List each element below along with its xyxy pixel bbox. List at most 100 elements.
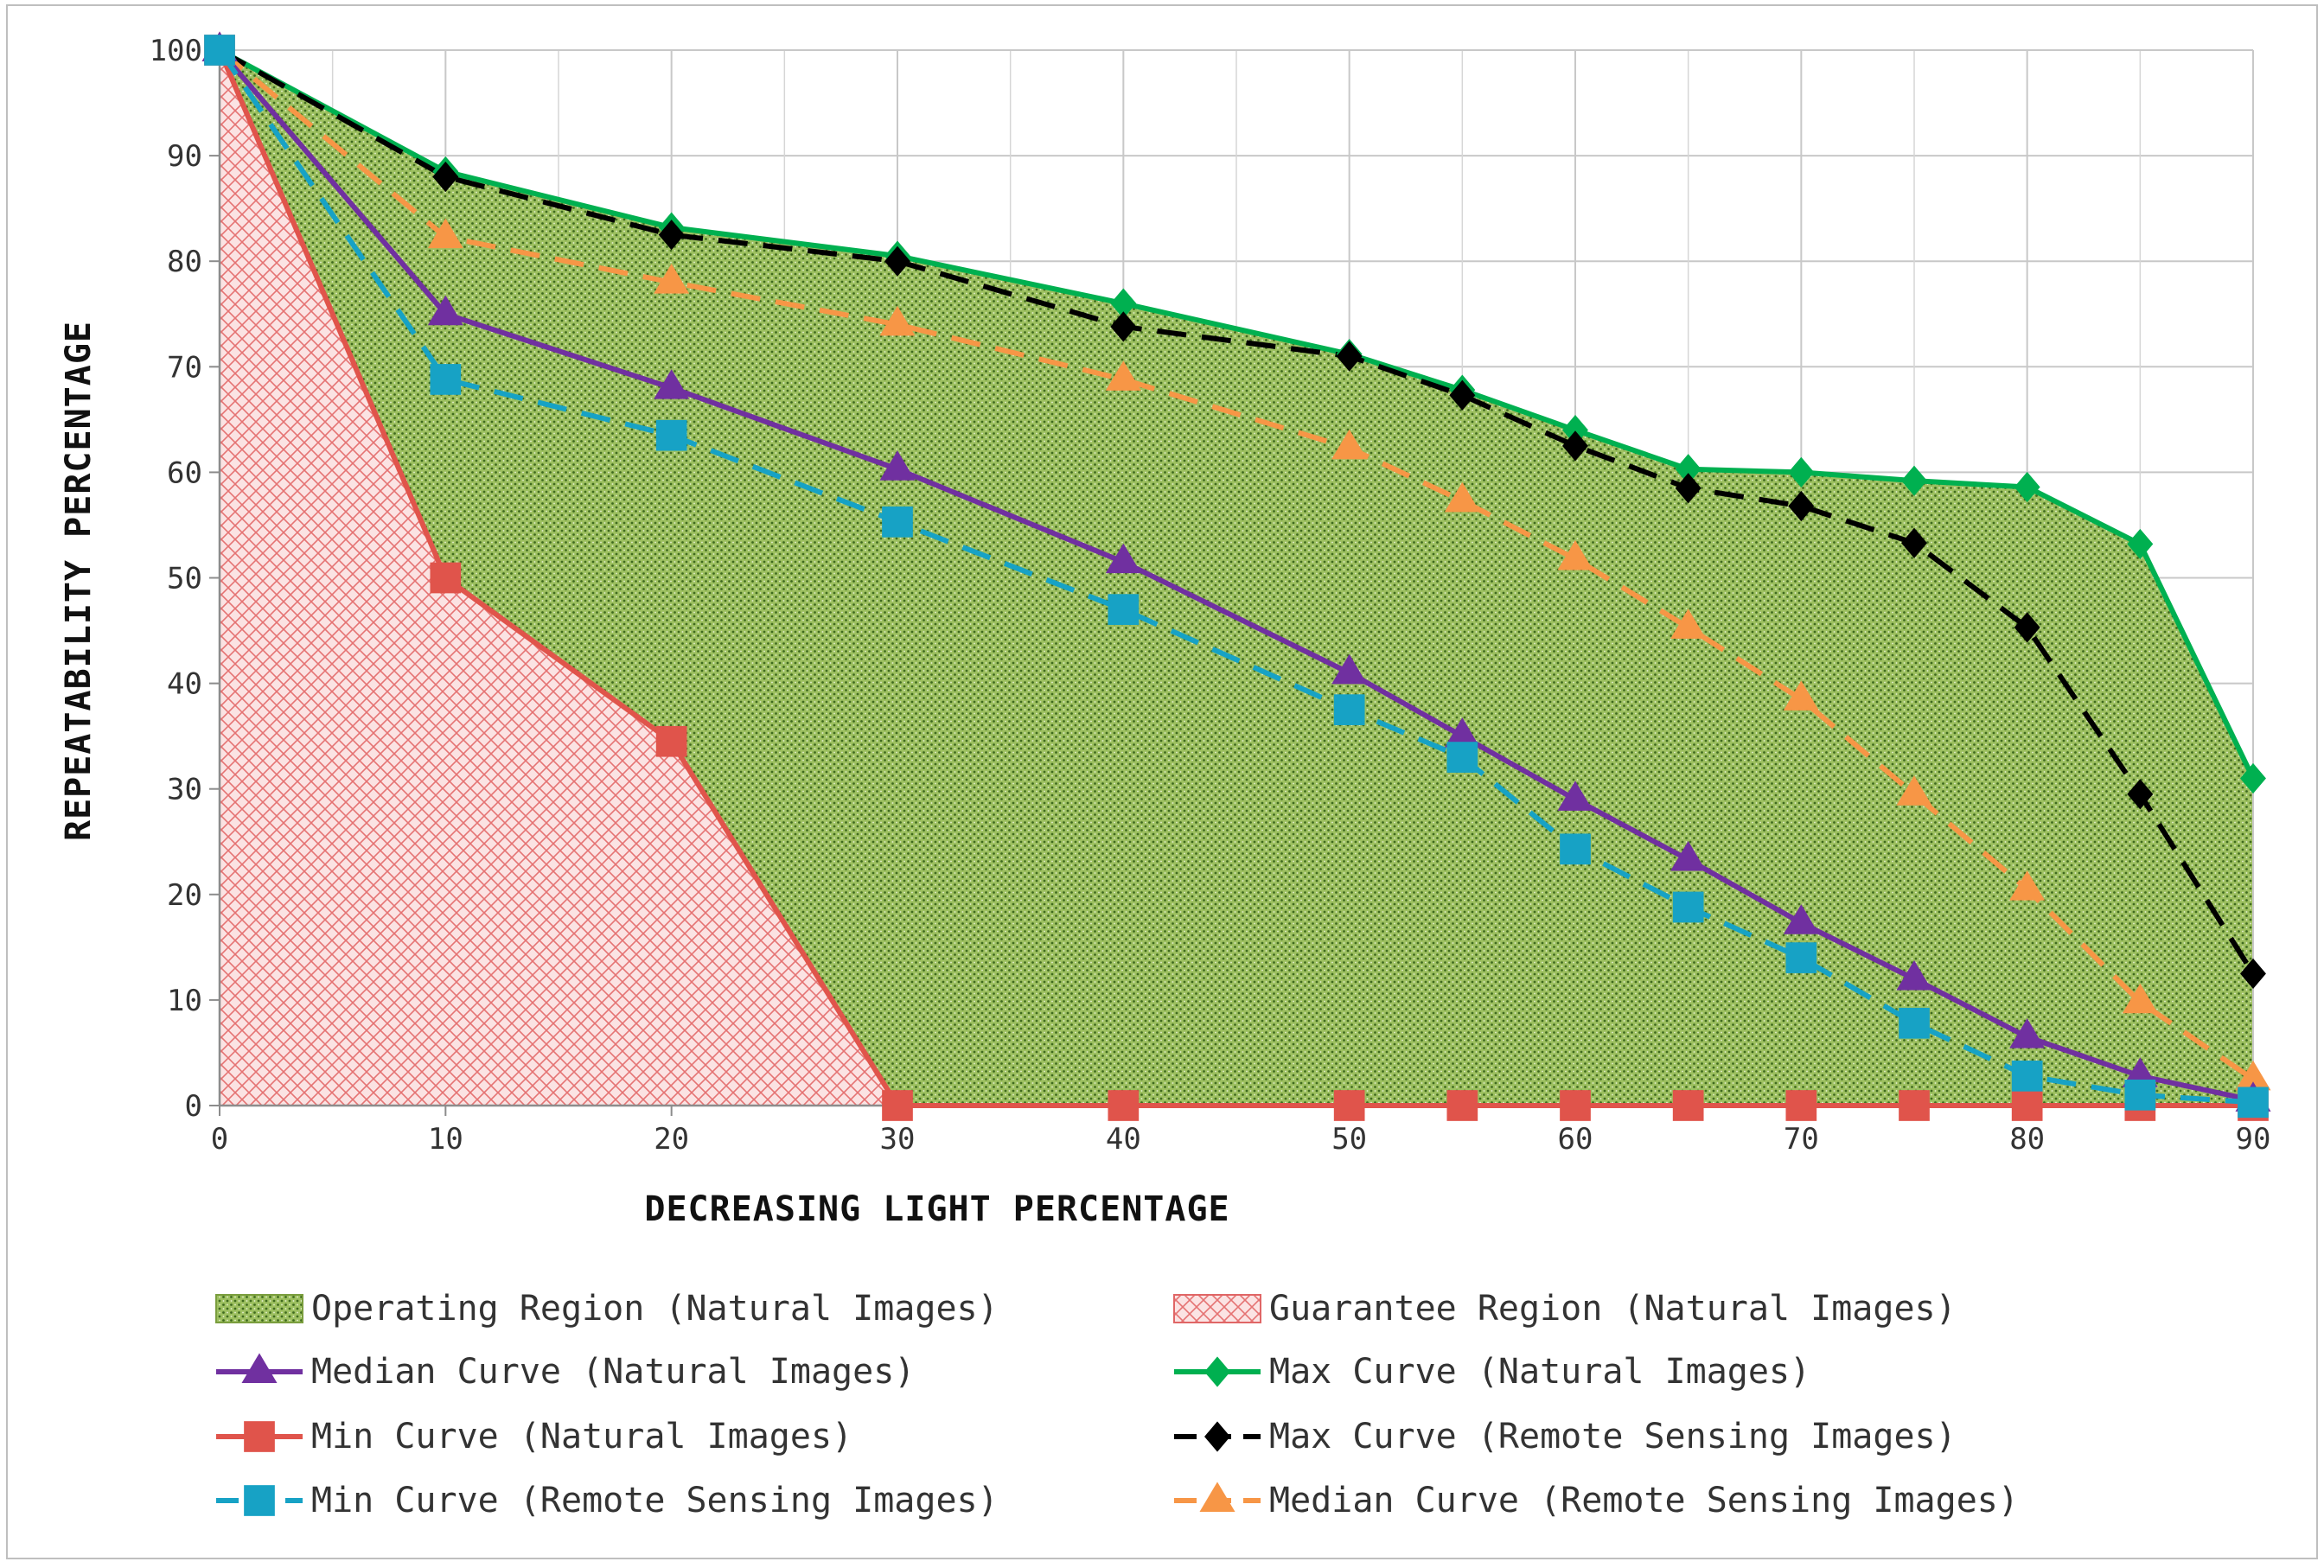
x-tick-label-0: 0 bbox=[211, 1122, 228, 1157]
series-5-point-13 bbox=[2235, 1060, 2271, 1091]
series-3-point-1 bbox=[432, 161, 459, 193]
legend-label-5: Max Curve (Remote Sensing Images) bbox=[1269, 1417, 1957, 1456]
series-5-point-7 bbox=[1557, 539, 1593, 570]
series-5-point-2 bbox=[654, 264, 690, 294]
legend-marker-6 bbox=[244, 1485, 275, 1516]
legend: Operating Region (Natural Images) Guarant… bbox=[215, 1289, 2019, 1520]
y-tick-label-4: 40 bbox=[167, 667, 202, 702]
series-line-5 bbox=[218, 48, 2255, 1081]
series-4-point-0 bbox=[204, 35, 235, 66]
series-5-point-10 bbox=[1896, 775, 1932, 806]
legend-swatch-0 bbox=[215, 1294, 303, 1323]
y-tick-label-9: 90 bbox=[167, 139, 202, 174]
guarantee-region bbox=[220, 50, 2253, 1106]
legend-label-6: Min Curve (Remote Sensing Images) bbox=[311, 1481, 999, 1520]
x-axis-title: DECREASING LIGHT PERCENTAGE bbox=[644, 1189, 1229, 1229]
series-0-point-4 bbox=[1105, 543, 1141, 574]
tick-labels: 0 10 20 30 40 50 60 70 80 90 0 10 20 30 40 50 60 70 80 90 10… bbox=[150, 34, 2271, 1157]
series-4-point-10 bbox=[1899, 1007, 1930, 1039]
series-3-point-8 bbox=[1675, 473, 1702, 504]
series-2-point-4 bbox=[1108, 1090, 1140, 1121]
legend-label-7: Median Curve (Remote Sensing Images) bbox=[1269, 1481, 2019, 1520]
series-1-point-7 bbox=[1562, 414, 1588, 446]
series-1-point-9 bbox=[1788, 456, 1815, 488]
series-3-point-13 bbox=[2240, 958, 2266, 989]
series-3-point-2 bbox=[658, 220, 685, 251]
series-3-point-6 bbox=[1449, 379, 1476, 411]
series-line-1 bbox=[218, 48, 2256, 780]
x-tick-label-8: 80 bbox=[2009, 1122, 2045, 1157]
series-2-point-10 bbox=[1899, 1090, 1930, 1121]
series-5-point-8 bbox=[1670, 609, 1707, 639]
series-5-point-11 bbox=[2009, 870, 2046, 901]
y-tick-label-6: 60 bbox=[167, 456, 202, 490]
y-tick-label-3: 30 bbox=[167, 773, 202, 807]
x-tick-label-7: 70 bbox=[1784, 1122, 1819, 1157]
series-0-point-7 bbox=[1557, 781, 1593, 811]
series-3-point-12 bbox=[2127, 779, 2154, 810]
y-tick-label-10: 100 bbox=[150, 34, 202, 68]
series-0-point-9 bbox=[1783, 904, 1819, 934]
legend-marker-3 bbox=[1204, 1356, 1230, 1387]
series-3-point-5 bbox=[1336, 341, 1363, 372]
legend-marker-7 bbox=[1199, 1482, 1235, 1512]
legend-label-4: Min Curve (Natural Images) bbox=[311, 1417, 852, 1456]
x-tick-label-1: 10 bbox=[428, 1122, 463, 1157]
series-5-point-12 bbox=[2122, 983, 2158, 1014]
series-3-point-11 bbox=[2014, 612, 2040, 643]
series-0-point-10 bbox=[1896, 959, 1932, 991]
regions bbox=[220, 50, 2253, 1106]
series-3-point-9 bbox=[1788, 490, 1815, 522]
series-4-point-2 bbox=[655, 419, 687, 451]
series-2-point-8 bbox=[1672, 1090, 1704, 1121]
series-0-point-1 bbox=[427, 295, 463, 326]
legend-label-1: Guarantee Region (Natural Images) bbox=[1269, 1289, 1957, 1329]
series-1-point-10 bbox=[1901, 465, 1927, 496]
series-3-point-7 bbox=[1562, 430, 1588, 462]
series-1-point-4 bbox=[1110, 288, 1137, 319]
series-line-0 bbox=[217, 48, 2254, 1103]
series-1-point-8 bbox=[1675, 454, 1702, 485]
series-4-point-9 bbox=[1785, 942, 1817, 973]
y-tick-label-7: 70 bbox=[167, 350, 202, 385]
series-2-point-3 bbox=[882, 1090, 913, 1121]
series-markers bbox=[201, 31, 2271, 1121]
x-tick-label-6: 60 bbox=[1558, 1122, 1593, 1157]
series-1-point-12 bbox=[2127, 528, 2154, 560]
series-4-point-6 bbox=[1446, 742, 1478, 773]
legend-label-0: Operating Region (Natural Images) bbox=[311, 1289, 999, 1329]
y-tick-label-5: 50 bbox=[167, 562, 202, 596]
legend-label-2: Median Curve (Natural Images) bbox=[311, 1352, 915, 1392]
operating-region bbox=[220, 50, 2253, 1106]
legend-label-3: Max Curve (Natural Images) bbox=[1269, 1352, 1810, 1392]
series-4-point-4 bbox=[1108, 594, 1140, 625]
series-2-point-7 bbox=[1560, 1090, 1591, 1121]
series-2-point-9 bbox=[1785, 1090, 1817, 1121]
y-tick-label-8: 80 bbox=[167, 245, 202, 279]
series-4-point-5 bbox=[1333, 694, 1365, 725]
series-2-point-6 bbox=[1446, 1090, 1478, 1121]
series-4-point-11 bbox=[2011, 1060, 2043, 1092]
series-line-4 bbox=[217, 48, 2254, 1106]
y-tick-label-0: 0 bbox=[185, 1089, 202, 1124]
y-axis-title: REPEATABILITY PERCENTAGE bbox=[59, 321, 99, 841]
legend-swatch-1 bbox=[1173, 1294, 1261, 1323]
x-tick-label-4: 40 bbox=[1106, 1122, 1141, 1157]
series-5-point-3 bbox=[879, 305, 916, 336]
series-2-point-1 bbox=[430, 562, 462, 594]
series-5-point-5 bbox=[1331, 429, 1368, 460]
series-4-point-13 bbox=[2238, 1087, 2269, 1119]
series-5-point-1 bbox=[427, 218, 463, 249]
legend-marker-2 bbox=[241, 1353, 278, 1383]
x-tick-label-2: 20 bbox=[654, 1122, 689, 1157]
series-4-point-12 bbox=[2124, 1079, 2156, 1111]
series-4-point-8 bbox=[1672, 891, 1704, 923]
series-3-point-3 bbox=[884, 245, 910, 277]
series-5-point-6 bbox=[1444, 481, 1480, 513]
x-tick-label-5: 50 bbox=[1331, 1122, 1367, 1157]
series-3-point-4 bbox=[1110, 311, 1137, 342]
y-tick-label-2: 20 bbox=[167, 878, 202, 913]
series-5-point-9 bbox=[1783, 680, 1819, 711]
series-0-point-5 bbox=[1331, 653, 1368, 685]
